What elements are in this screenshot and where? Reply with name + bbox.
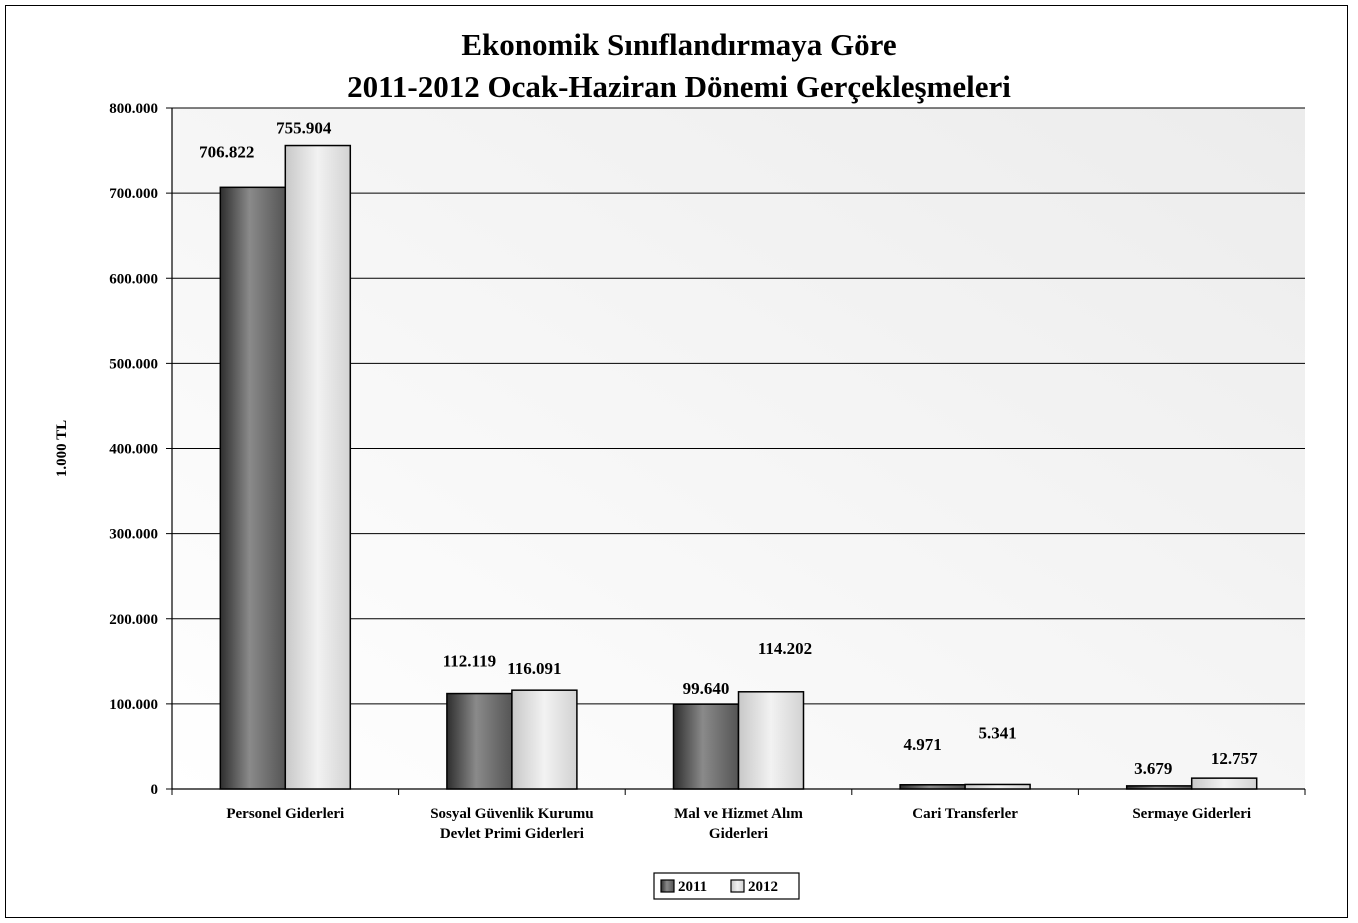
bar-2012 <box>1190 777 1258 790</box>
y-axis-title: 1.000 TL <box>54 420 70 477</box>
data-label: 114.202 <box>758 639 812 658</box>
data-label: 112.119 <box>443 652 496 671</box>
legend-swatch-2012 <box>730 879 745 893</box>
y-tick-label: 200.000 <box>109 612 158 628</box>
data-label: 4.971 <box>903 735 941 754</box>
bar-2012 <box>284 144 352 790</box>
bar-2011 <box>1125 785 1193 790</box>
x-category-label: Personel Giderleri <box>226 806 344 822</box>
y-tick-label: 400.000 <box>109 442 158 458</box>
chart-title-line: Ekonomik Sınıflandırmaya Göre <box>461 27 896 62</box>
legend-swatch-2011 <box>660 879 675 893</box>
data-label: 755.904 <box>276 119 332 138</box>
data-label: 99.640 <box>683 679 730 698</box>
chart-title-line: 2011-2012 Ocak-Haziran Dönemi Gerçekleşm… <box>347 69 1011 104</box>
y-tick-label: 500.000 <box>109 356 158 372</box>
x-category-label: Cari Transferler <box>912 806 1018 822</box>
y-tick-label: 800.000 <box>109 101 158 117</box>
data-label: 706.822 <box>199 142 254 161</box>
y-tick-label: 100.000 <box>109 697 158 713</box>
x-category-label: Giderleri <box>709 826 768 842</box>
bar-2011 <box>446 692 513 790</box>
data-label: 116.091 <box>507 659 561 678</box>
data-label: 3.679 <box>1134 759 1172 778</box>
x-category-label: Sosyal Güvenlik Kurumu <box>430 806 593 822</box>
bar-2011 <box>672 703 740 790</box>
bar-2011 <box>899 784 966 790</box>
data-label: 5.341 <box>978 723 1016 742</box>
legend-label: 2011 <box>678 879 707 895</box>
y-tick-label: 300.000 <box>109 527 158 543</box>
bar-2011 <box>219 186 287 790</box>
x-category-label: Devlet Primi Giderleri <box>440 826 584 842</box>
legend-box <box>653 872 800 900</box>
bar-2012 <box>511 689 578 790</box>
bar-2012 <box>737 691 805 790</box>
y-tick-label: 600.000 <box>109 271 158 287</box>
legend-label: 2012 <box>748 879 778 895</box>
bar-2012 <box>964 783 1031 790</box>
x-category-label: Sermaye Giderleri <box>1132 806 1251 822</box>
data-label: 12.757 <box>1211 749 1258 768</box>
y-tick-label: 700.000 <box>109 186 158 202</box>
x-category-label: Mal ve Hizmet Alım <box>674 806 803 822</box>
y-tick-label: 0 <box>151 782 159 798</box>
